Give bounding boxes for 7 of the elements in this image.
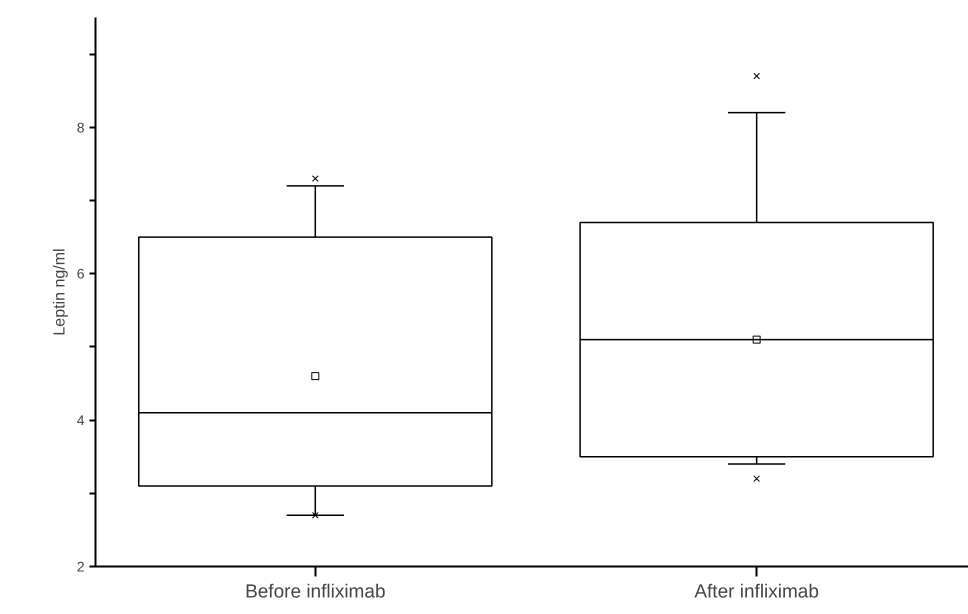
y-tick-label: 2 <box>76 558 85 574</box>
x-tick-label: Before infliximab <box>245 582 386 602</box>
y-tick-label: 8 <box>76 119 85 136</box>
x-tick-label: After infliximab <box>694 582 819 602</box>
y-tick-label: 4 <box>76 412 85 428</box>
y-tick-label: 6 <box>76 266 85 282</box>
y-axis-title: Leptin ng/ml <box>52 248 69 336</box>
